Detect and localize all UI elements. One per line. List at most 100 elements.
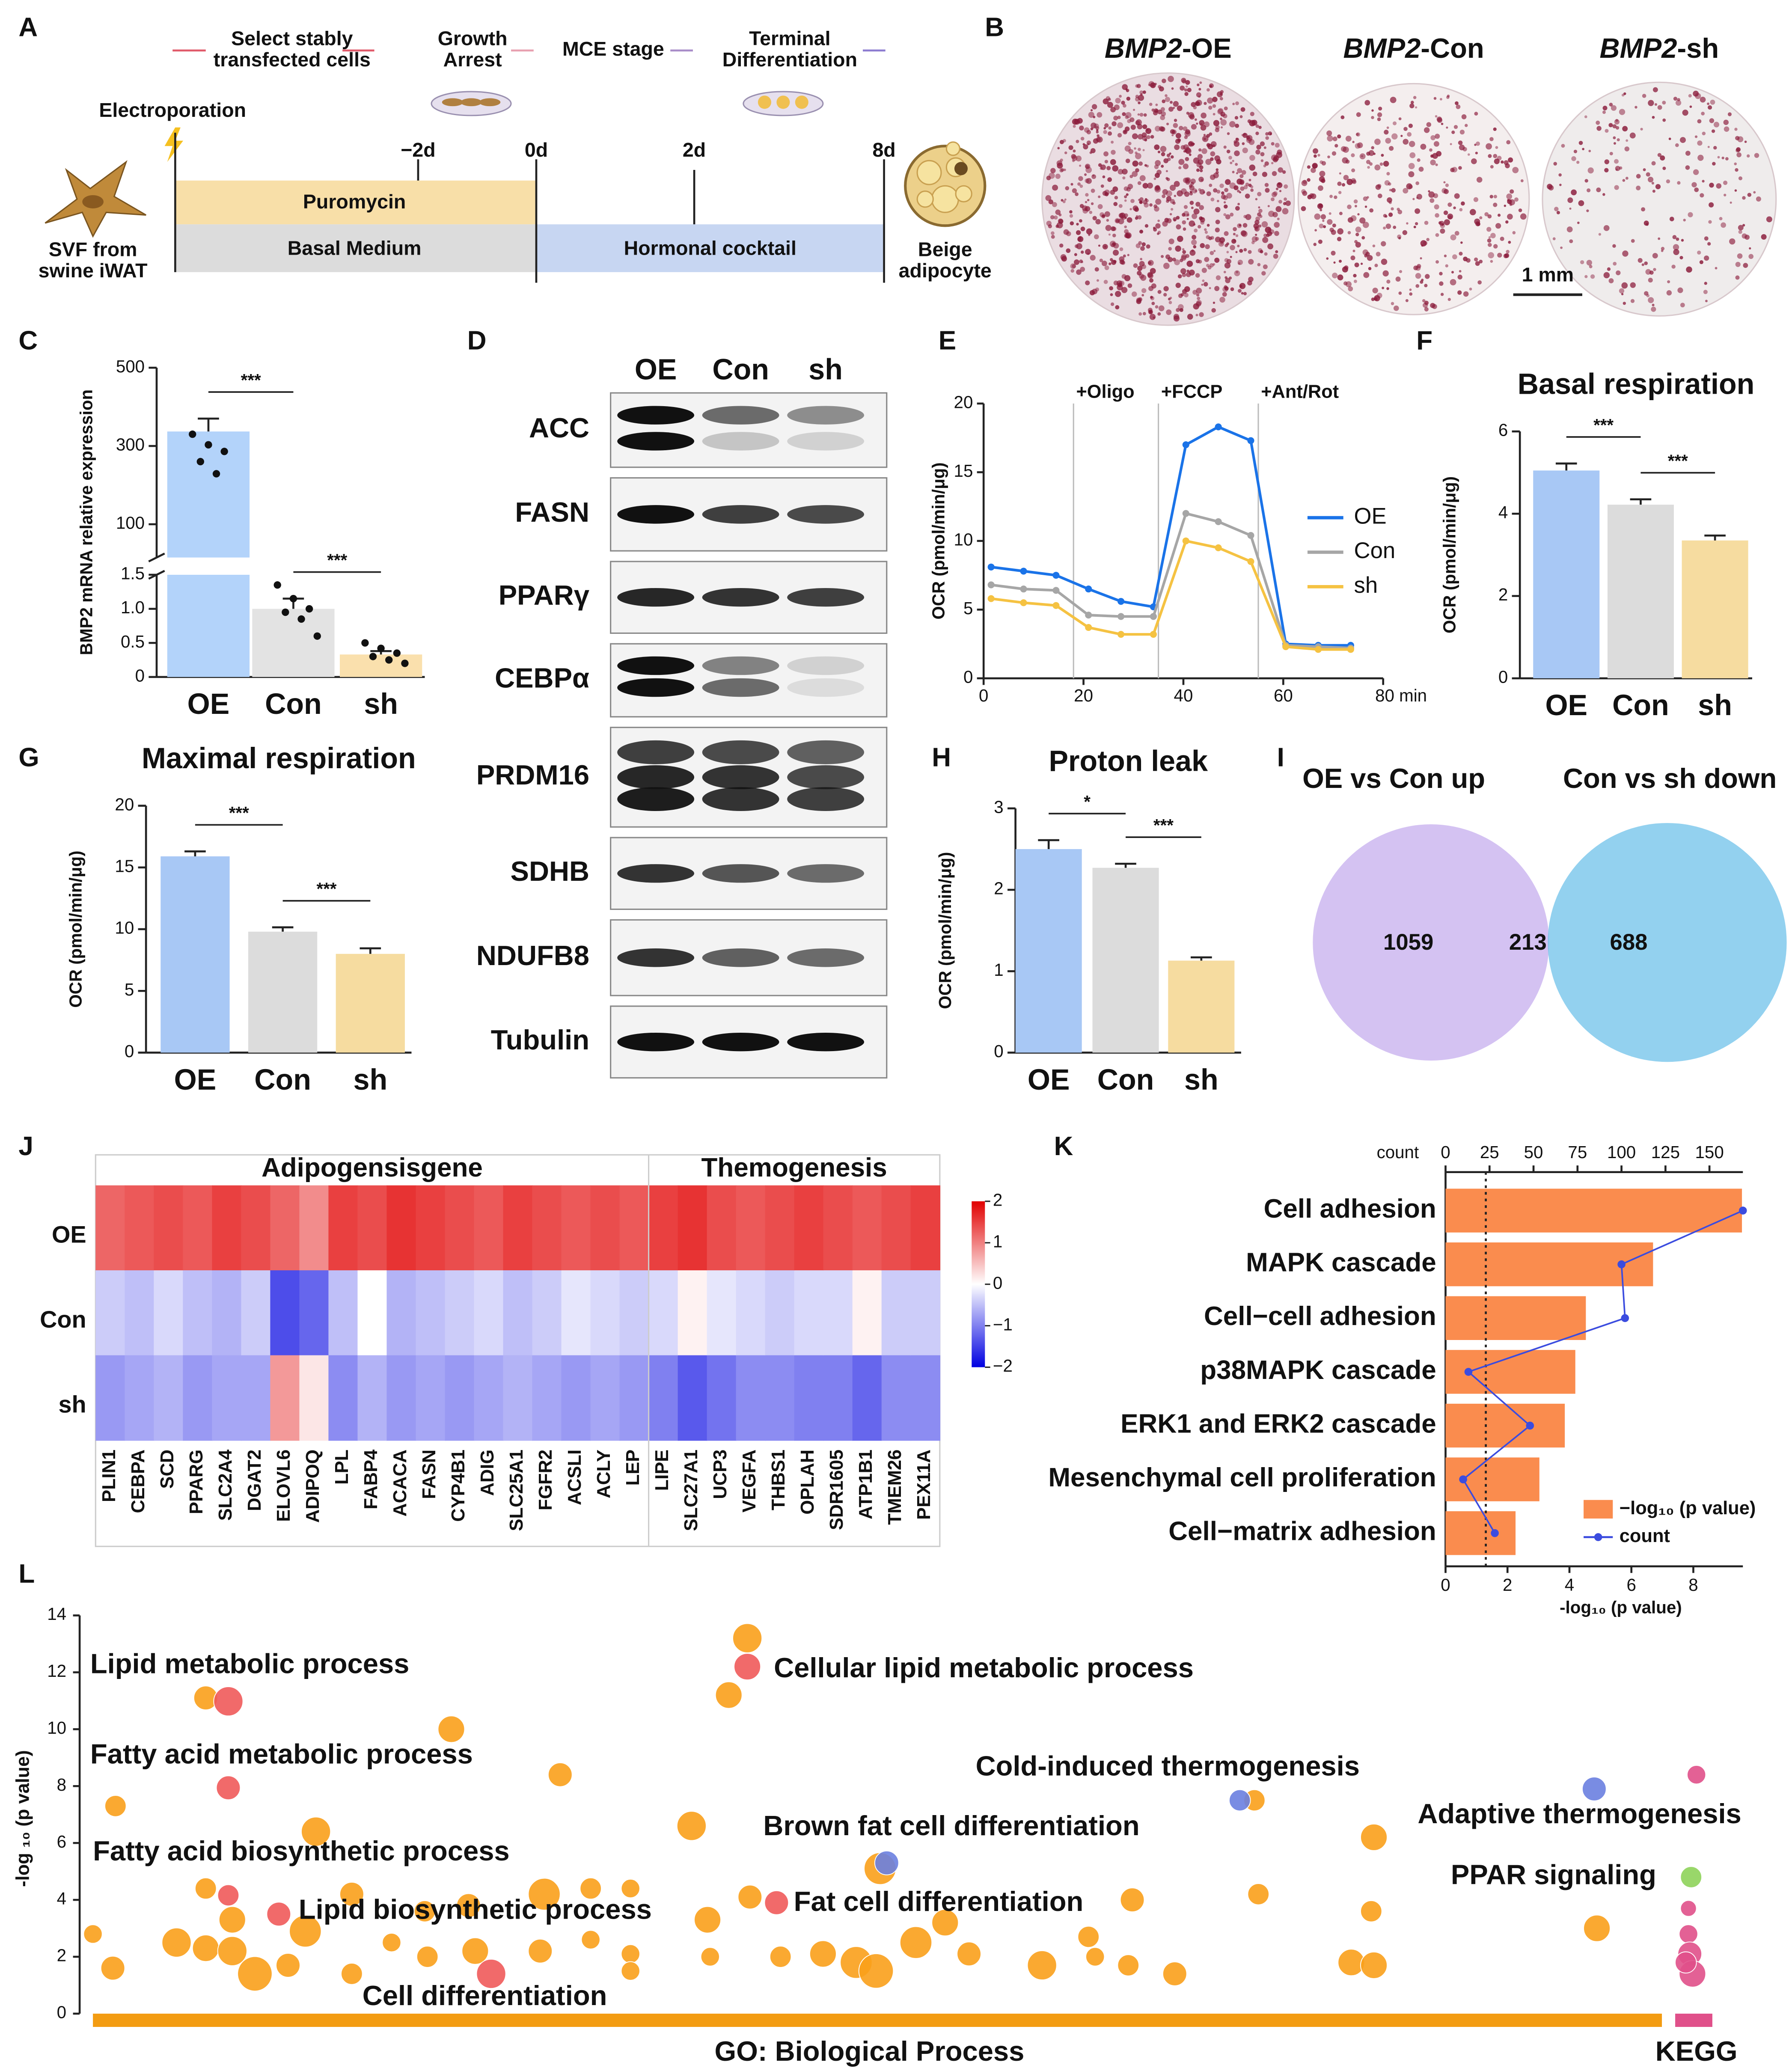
bubble [476, 1958, 506, 1989]
stain-dot [1144, 138, 1147, 142]
stain-dot [1351, 153, 1355, 157]
stain-dot [1645, 269, 1651, 275]
stain-dot [1139, 229, 1144, 234]
stain-dot [1473, 197, 1479, 202]
bubble [621, 1944, 640, 1964]
stain-dot [1165, 177, 1168, 180]
heatmap-cell [794, 1355, 824, 1441]
stain-dot [1379, 162, 1383, 166]
basal-bar [175, 224, 536, 272]
bubble [715, 1681, 743, 1709]
micrograph-title: BMP2-sh [1600, 33, 1719, 64]
stain-dot [1409, 288, 1412, 291]
stain-dot [1395, 276, 1401, 282]
stain-dot [1129, 117, 1135, 122]
stain-dot [1428, 191, 1435, 198]
stain-dot [1206, 264, 1210, 267]
stain-dot [1343, 146, 1349, 153]
stain-dot [1584, 115, 1587, 119]
stain-dot [1199, 81, 1202, 84]
stain-dot [1198, 95, 1201, 98]
stain-dot [1076, 269, 1082, 275]
stain-dot [1598, 233, 1602, 236]
stain-dot [1622, 179, 1626, 182]
stain-dot [1619, 166, 1623, 170]
stain-dot [1430, 159, 1436, 166]
stain-dot [1167, 157, 1171, 161]
stain-dot [1174, 144, 1180, 150]
stain-dot [1265, 132, 1269, 136]
stain-dot [1469, 209, 1476, 216]
stain-dot [1237, 190, 1240, 193]
bubble [809, 1940, 837, 1968]
stain-dot [1264, 161, 1269, 166]
stain-dot [1153, 108, 1159, 113]
heatmap-cell [881, 1270, 911, 1356]
bubble [858, 1953, 894, 1989]
category-label: Cell adhesion [1264, 1194, 1436, 1224]
stain-dot [1065, 186, 1070, 190]
heatmap-cell [794, 1270, 824, 1356]
gene-label: ACACA [390, 1450, 410, 1517]
stain-dot [1251, 241, 1255, 244]
stain-dot [1484, 212, 1489, 217]
bubble [276, 1953, 300, 1978]
stain-dot [1338, 191, 1342, 194]
stain-dot [1490, 165, 1494, 169]
stain-dot [1111, 226, 1116, 232]
stain-dot [1245, 214, 1251, 220]
stain-dot [1415, 265, 1421, 271]
stain-dot [1652, 116, 1655, 119]
stain-dot [1102, 244, 1108, 250]
stain-dot [1724, 193, 1727, 196]
stain-dot [1268, 211, 1275, 217]
stain-dot [1648, 297, 1654, 303]
bar [1445, 1511, 1516, 1555]
count-point [1621, 1314, 1629, 1322]
series-point [1052, 587, 1060, 594]
stain-dot [1085, 193, 1089, 197]
stain-dot [1508, 241, 1511, 244]
stain-dot [1052, 202, 1057, 207]
y-tick-label: 0.5 [121, 632, 145, 651]
stain-dot [1176, 224, 1181, 230]
stain-dot [1237, 259, 1243, 265]
stain-dot [1181, 255, 1187, 261]
stain-dot [1072, 264, 1076, 268]
stain-dot [1416, 193, 1422, 200]
data-point [205, 441, 212, 449]
stain-dot [1707, 242, 1711, 246]
gene-label: LIPE [652, 1450, 672, 1491]
stain-dot [1677, 181, 1681, 185]
stain-dot [1127, 283, 1132, 288]
stain-dot [1476, 177, 1483, 183]
stain-dot [1101, 214, 1106, 219]
stain-dot [1707, 102, 1710, 105]
stain-dot [1426, 122, 1432, 127]
stain-dot [1106, 219, 1109, 222]
stain-dot [1490, 260, 1493, 263]
stain-dot [1385, 223, 1391, 229]
stain-dot [1085, 249, 1091, 255]
count-point [1459, 1475, 1467, 1483]
stain-dot [1169, 152, 1171, 155]
stain-dot [1582, 148, 1584, 151]
panel-label: L [18, 1559, 35, 1589]
stain-dot [1122, 112, 1126, 116]
stain-dot [1569, 207, 1572, 210]
stain-dot [1201, 113, 1207, 119]
bubble [1583, 1914, 1611, 1942]
lipid-droplet [945, 141, 960, 156]
stain-dot [1229, 121, 1236, 128]
heatmap-cell [648, 1270, 678, 1356]
x-tick-label: OE [187, 688, 230, 720]
stain-dot [1490, 233, 1496, 238]
bar [339, 654, 422, 677]
heatmap-cell [532, 1270, 562, 1356]
stain-dot [1697, 155, 1704, 161]
y-tick-label: 5 [963, 599, 973, 618]
source-label: SVF from [49, 238, 137, 260]
stain-dot [1146, 135, 1150, 140]
stain-dot [1456, 104, 1461, 109]
stain-dot [1250, 188, 1254, 192]
